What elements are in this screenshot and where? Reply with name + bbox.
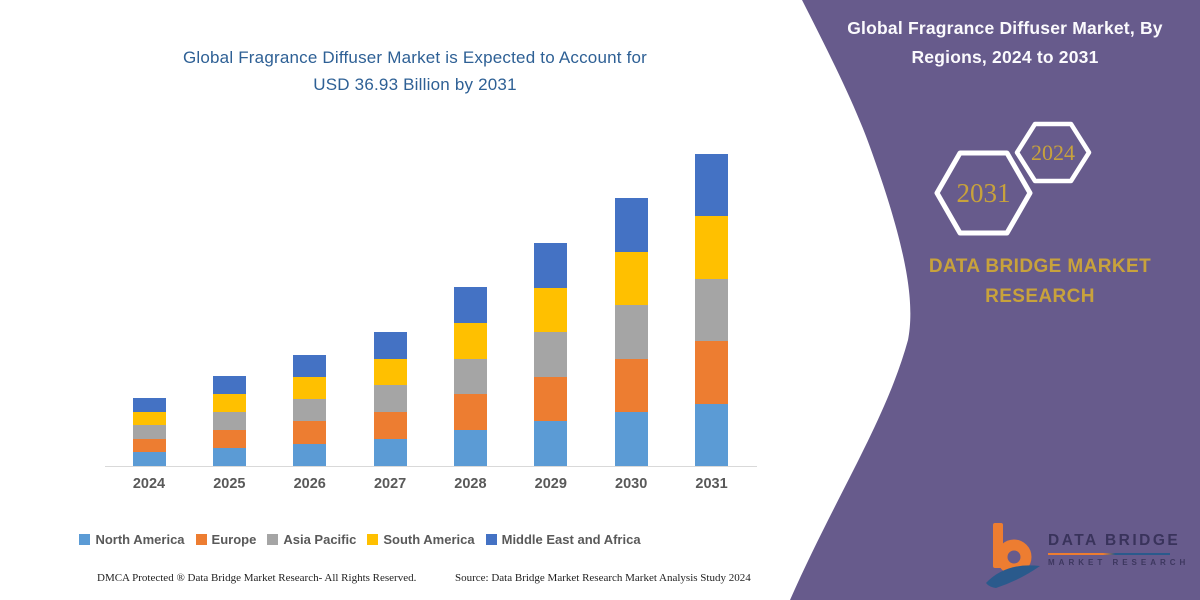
legend-swatch-middle-east-and-africa [485, 534, 497, 545]
bar-2024-segment-north-america [132, 452, 166, 466]
x-axis-line [105, 466, 757, 467]
bar-2027-segment-south-america [373, 358, 407, 386]
hexagon-2024: 2024 [1014, 121, 1092, 184]
panel-title: Global Fragrance Diffuser Market, By Reg… [838, 14, 1172, 72]
logo-divider [1048, 553, 1170, 555]
bar-2030-segment-north-america [614, 412, 648, 466]
bar-2026-segment-south-america [293, 376, 327, 400]
bar-2028 [453, 286, 487, 466]
logo-subtitle: MARKET RESEARCH [1048, 558, 1190, 567]
copyright-text: DMCA Protected ® Data Bridge Market Rese… [97, 572, 417, 584]
bar-2029-segment-europe [534, 376, 568, 422]
bar-2031-segment-asia-pacific [695, 278, 729, 342]
bar-2024-segment-middle-east-and-africa [132, 398, 166, 412]
year-hexagons: 2031 2024 [934, 121, 1092, 236]
bar-2031 [695, 153, 729, 466]
bar-2025-segment-europe [212, 430, 246, 449]
bar-2027 [373, 331, 407, 466]
chart-title: Global Fragrance Diffuser Market is Expe… [115, 44, 715, 98]
legend-label-europe: Europe [211, 532, 257, 547]
x-axis-label-2027: 2027 [373, 476, 407, 492]
bar-2028-segment-north-america [453, 430, 487, 466]
legend-swatch-asia-pacific [267, 534, 279, 545]
bar-2028-segment-asia-pacific [453, 358, 487, 395]
bar-2030-segment-middle-east-and-africa [614, 198, 648, 252]
brand-line2: RESEARCH [985, 286, 1095, 307]
bar-2028-segment-europe [453, 394, 487, 431]
bar-2030-segment-asia-pacific [614, 305, 648, 359]
chart-title-line2: USD 36.93 Billion by 2031 [313, 75, 517, 94]
logo-words: DATA BRIDGE MARKET RESEARCH [1048, 532, 1190, 567]
bar-2030 [614, 198, 648, 466]
x-axis-label-2026: 2026 [293, 476, 326, 492]
legend-item-south-america: South America [367, 532, 475, 547]
data-bridge-logo: DATA BRIDGE MARKET RESEARCH [986, 520, 1190, 592]
brand-wordmark: DATA BRIDGE MARKET RESEARCH [920, 252, 1160, 312]
hexagon-2031: 2031 [934, 150, 1033, 236]
legend-item-north-america: North America [79, 532, 185, 547]
bar-2031-segment-middle-east-and-africa [695, 153, 729, 217]
bar-2027-segment-north-america [373, 439, 407, 466]
bar-2029 [534, 243, 568, 466]
bar-2025-segment-asia-pacific [212, 412, 246, 431]
bar-2030-segment-europe [614, 358, 648, 413]
legend-label-middle-east-and-africa: Middle East and Africa [501, 532, 641, 547]
legend-swatch-south-america [367, 534, 379, 545]
bar-2025-segment-middle-east-and-africa [212, 376, 246, 395]
bar-2025 [212, 376, 246, 466]
chart-title-line1: Global Fragrance Diffuser Market is Expe… [182, 48, 648, 67]
bar-2029-segment-asia-pacific [534, 332, 568, 377]
bar-2031-segment-north-america [695, 403, 729, 466]
bar-2026-segment-middle-east-and-africa [293, 354, 327, 377]
bar-2028-segment-middle-east-and-africa [453, 286, 487, 323]
x-axis-label-2029: 2029 [534, 476, 567, 492]
brand-line1: DATA BRIDGE MARKET [928, 256, 1152, 277]
legend-label-south-america: South America [383, 532, 475, 547]
x-axis-label-2024: 2024 [132, 476, 166, 492]
legend-label-asia-pacific: Asia Pacific [283, 532, 357, 547]
bar-2031-segment-europe [695, 341, 729, 404]
bar-2026 [293, 354, 327, 466]
legend-swatch-north-america [79, 534, 91, 545]
bar-2025-segment-north-america [212, 448, 246, 466]
bar-2031-segment-south-america [695, 216, 729, 279]
bar-2029-segment-north-america [534, 421, 568, 466]
bar-2024 [132, 398, 166, 466]
bar-2029-segment-south-america [534, 287, 568, 333]
x-axis-label-2028: 2028 [454, 476, 487, 492]
chart-legend: North America Europe Asia Pacific South Ame… [40, 532, 680, 547]
logo-name: DATA BRIDGE [1048, 532, 1181, 549]
legend-label-north-america: North America [95, 532, 185, 547]
x-axis-label-2031: 2031 [695, 476, 728, 492]
bar-2028-segment-south-america [453, 322, 487, 359]
legend-item-asia-pacific: Asia Pacific [267, 532, 356, 547]
bar-2026-segment-asia-pacific [293, 399, 327, 422]
legend-swatch-europe [195, 534, 207, 545]
legend-item-middle-east-and-africa: Middle East and Africa [485, 532, 641, 547]
panel-title-line1: Global Fragrance Diffuser Market, By [847, 18, 1163, 38]
source-text: Source: Data Bridge Market Research Mark… [455, 572, 751, 584]
bar-2029-segment-middle-east-and-africa [534, 243, 568, 288]
logo-b-icon [986, 523, 1040, 588]
x-axis-label-2030: 2030 [615, 476, 648, 492]
bar-2024-segment-asia-pacific [132, 425, 166, 439]
bar-2030-segment-south-america [614, 251, 648, 306]
hexagon-2024-label: 2024 [1031, 140, 1075, 165]
bar-2027-segment-asia-pacific [373, 385, 407, 413]
bar-2027-segment-europe [373, 412, 407, 440]
x-axis-label-2025: 2025 [213, 476, 246, 492]
legend-item-europe: Europe [195, 532, 257, 547]
panel-title-line2: Regions, 2024 to 2031 [911, 47, 1099, 67]
bar-2026-segment-europe [293, 421, 327, 444]
bar-2024-segment-europe [132, 438, 166, 453]
hexagon-2031-label: 2031 [957, 178, 1011, 208]
bar-2026-segment-north-america [293, 443, 327, 466]
bar-2025-segment-south-america [212, 394, 246, 413]
bar-2024-segment-south-america [132, 411, 166, 426]
bar-2027-segment-middle-east-and-africa [373, 331, 407, 359]
